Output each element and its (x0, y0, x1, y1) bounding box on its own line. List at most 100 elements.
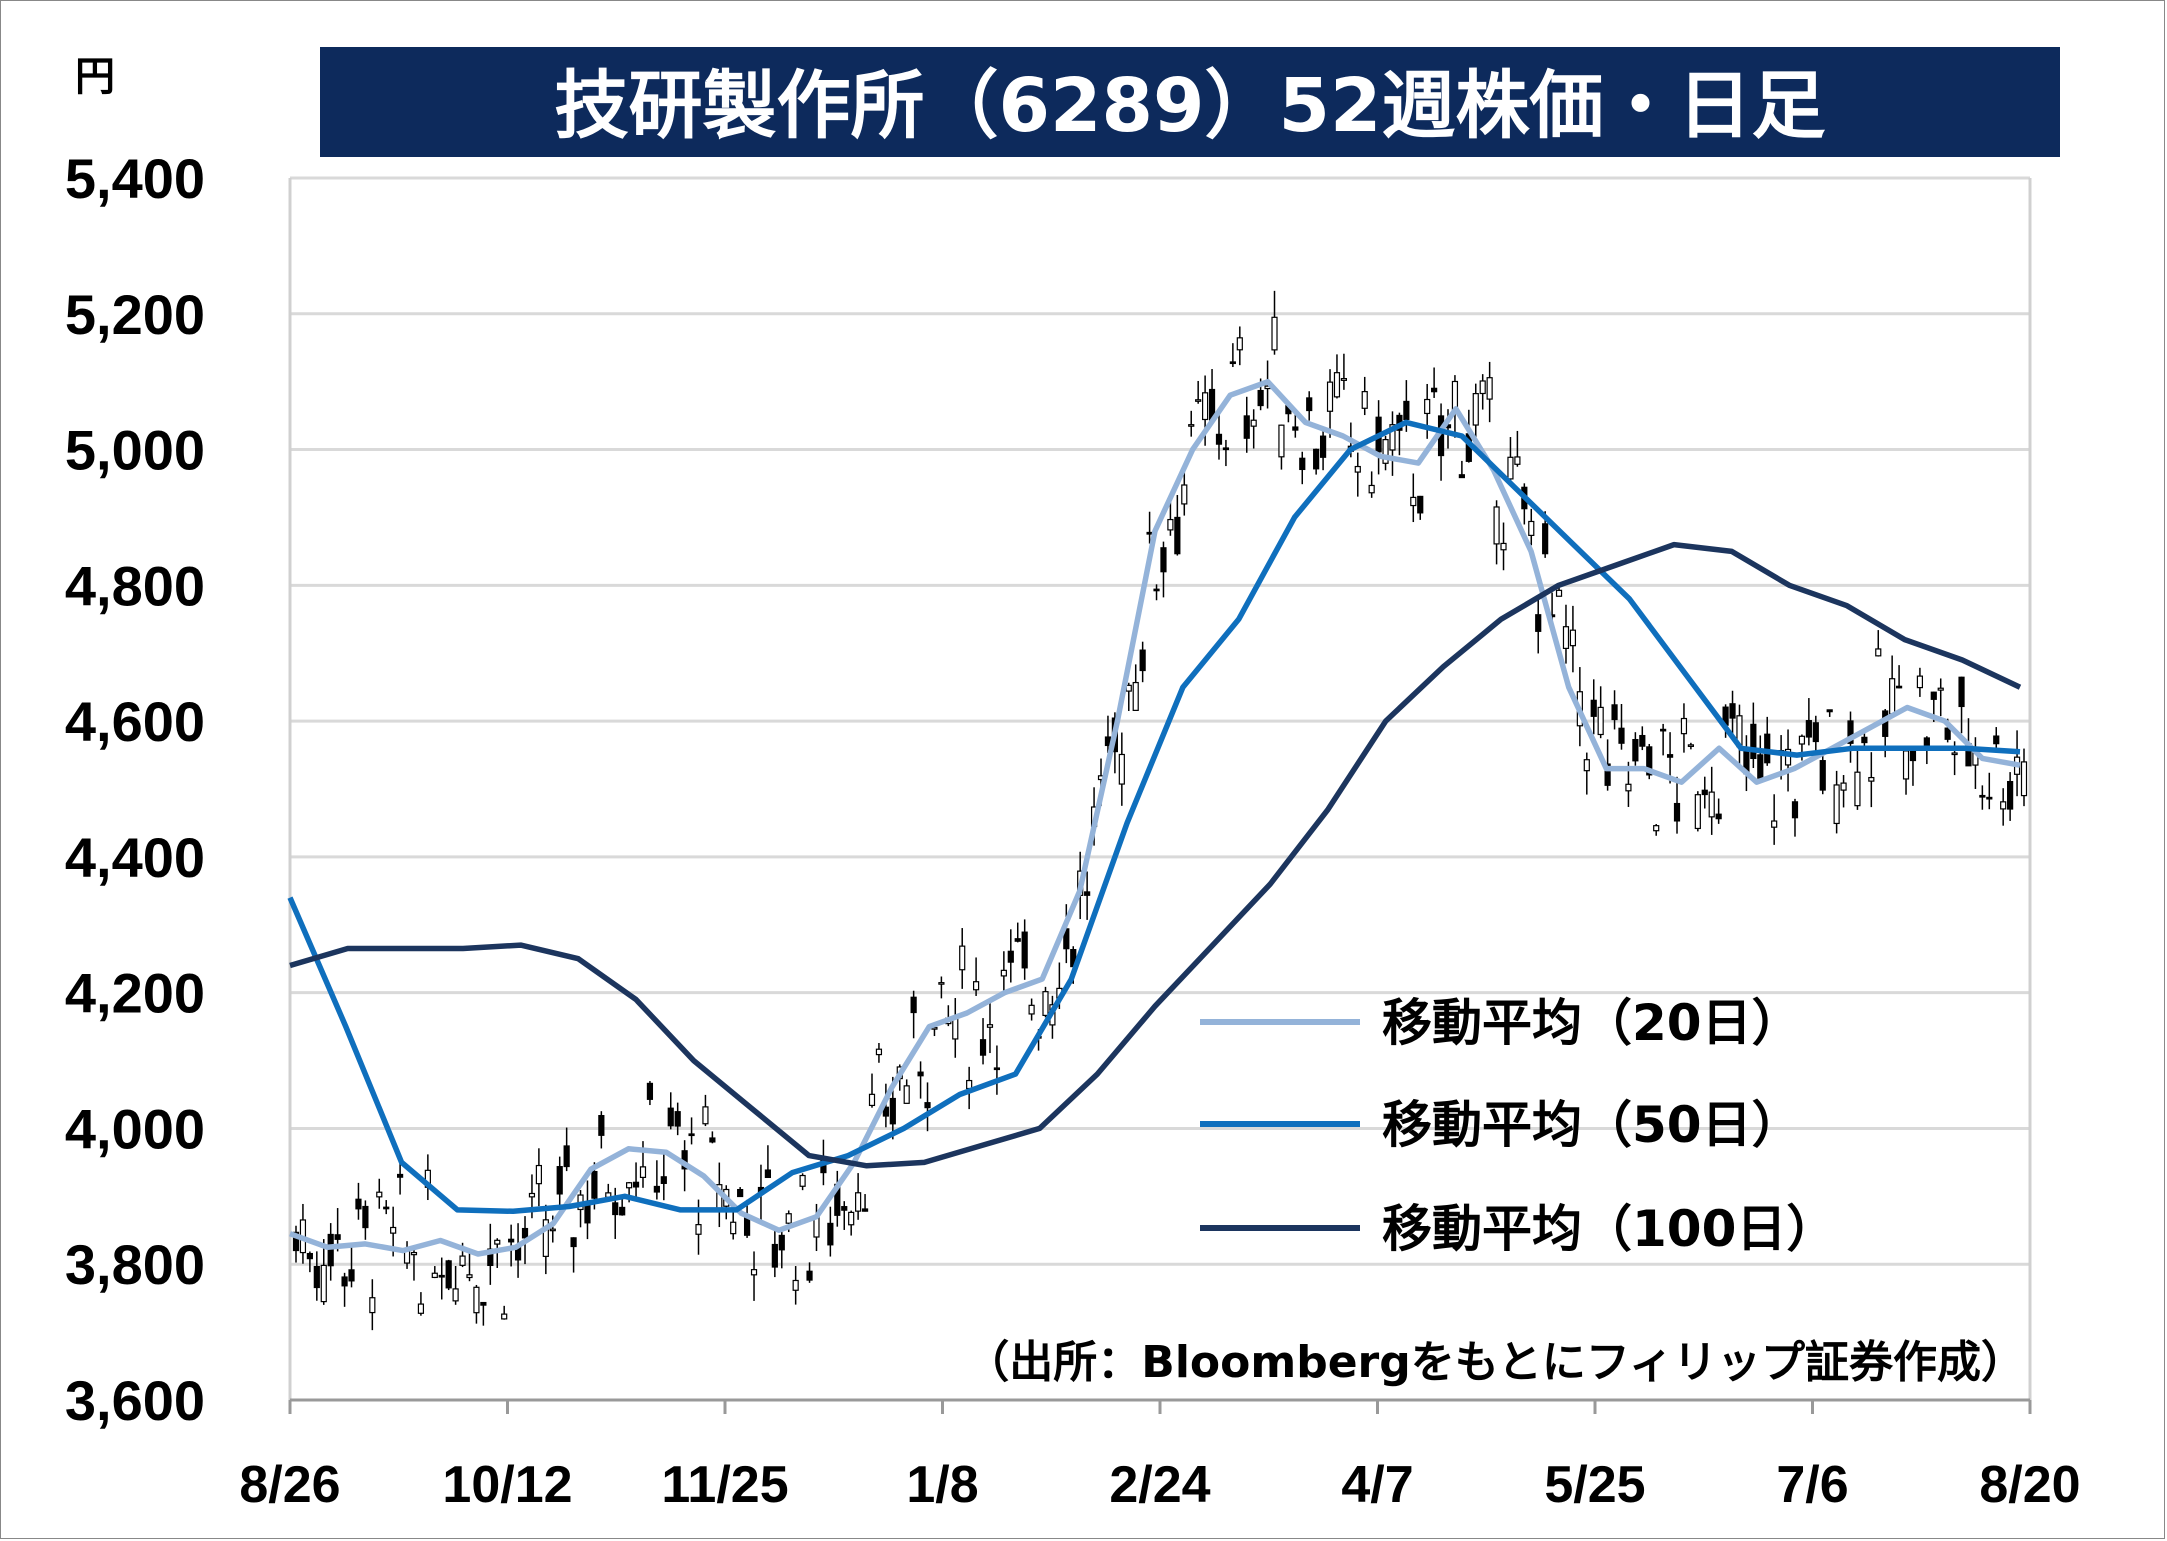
candlestick (452, 1266, 459, 1305)
x-tick-label: 4/7 (1341, 1456, 1413, 1514)
candlestick (445, 1259, 452, 1291)
candlestick (577, 1190, 584, 1228)
candlestick (1500, 522, 1507, 571)
candlestick (480, 1301, 487, 1326)
candlestick (299, 1203, 307, 1264)
candlestick (1437, 403, 1445, 481)
candlestick (327, 1223, 334, 1281)
candlestick (514, 1223, 522, 1278)
candlestick (702, 1094, 709, 1127)
candlestick (1431, 367, 1438, 398)
candlestick (1826, 709, 1833, 717)
chart-title: 技研製作所（6289）52週株価・日足 (555, 63, 1826, 149)
y-tick-label: 3,800 (65, 1233, 205, 1296)
moving-average-lines (287, 378, 2022, 1257)
candlestick (903, 1079, 910, 1104)
candlestick (924, 1082, 931, 1132)
candlestick (376, 1178, 383, 1209)
x-tick-label: 7/6 (1776, 1456, 1848, 1514)
candlestick (383, 1200, 390, 1215)
candlestick (1916, 667, 1924, 697)
candlestick (632, 1162, 640, 1201)
candlestick (1805, 698, 1812, 746)
candlestick (709, 1131, 716, 1144)
candlestick (570, 1237, 577, 1273)
candlestick (1694, 791, 1701, 832)
candlestick (875, 1043, 883, 1063)
candlestick (764, 1145, 772, 1179)
y-tick-label: 4,200 (65, 962, 205, 1025)
candlestick (1986, 772, 1993, 810)
candlestick (1653, 824, 1660, 836)
candlestick (806, 1262, 813, 1283)
candlestick (1909, 746, 1917, 786)
candlestick (417, 1292, 425, 1316)
x-axis-ticks: 8/26 10/12 11/25 1/8 2/24 4/7 5/25 7/6 8/20 (239, 1400, 2081, 1514)
candlestick (1458, 460, 1465, 479)
candlestick (1535, 598, 1542, 654)
candlestick (1875, 630, 1882, 657)
candlestick (799, 1173, 806, 1191)
candlestick (1958, 676, 1965, 734)
candlestick (1118, 732, 1125, 806)
candlestick (619, 1196, 626, 1216)
candlestick (1687, 742, 1694, 750)
candlestick (1937, 678, 1944, 717)
candlestick (959, 928, 966, 989)
x-tick-label: 11/25 (661, 1456, 788, 1514)
candlestick (1250, 409, 1257, 449)
candlestick (979, 1018, 987, 1065)
candlestick (848, 1210, 855, 1236)
candlestick (410, 1245, 418, 1281)
candlestick (834, 1170, 841, 1227)
candlestick (1528, 508, 1535, 546)
candlestick (986, 999, 994, 1054)
candlestick (1326, 369, 1334, 438)
candlestick (1333, 354, 1341, 399)
candlestick (910, 990, 917, 1039)
candlestick (1868, 752, 1875, 808)
candlestick (1507, 437, 1514, 486)
candlestick (778, 1231, 785, 1269)
candlestick (1160, 541, 1167, 598)
candlestick (1125, 682, 1132, 711)
candlestick (1139, 641, 1146, 683)
candlestick (1743, 735, 1750, 792)
candlestick (688, 1117, 695, 1145)
y-tick-label: 5,200 (65, 283, 205, 346)
candlestick (1736, 704, 1743, 769)
candlestick (1368, 471, 1375, 498)
candlestick (1666, 732, 1674, 784)
candlestick (1215, 410, 1223, 460)
candlestick (1243, 396, 1250, 453)
candlestick (1979, 785, 1986, 810)
series-line-ma100 (289, 541, 2022, 1169)
candlestick (1354, 452, 1361, 497)
candlestick (1902, 750, 1910, 795)
y-tick-label: 4,800 (65, 554, 205, 617)
candlestick (993, 1045, 1001, 1095)
candlestick (2007, 772, 2014, 821)
candlestick (938, 976, 945, 999)
candlestick (653, 1160, 660, 1200)
candlestick (1611, 690, 1618, 730)
series-line-ma50 (287, 419, 2021, 1215)
candlestick (501, 1305, 508, 1320)
candlestick (362, 1200, 369, 1240)
y-axis-unit: 円 (75, 54, 115, 100)
candlestick (660, 1151, 667, 1201)
candlestick (2020, 748, 2028, 807)
candlestick (1895, 665, 1903, 689)
candlesticks (292, 290, 2028, 1331)
candlestick (1660, 723, 1667, 756)
candlestick (1361, 376, 1368, 416)
candlestick (369, 1279, 376, 1331)
candlestick (1597, 686, 1604, 739)
legend-label-ma50: 移動平均（50日） (1382, 1096, 1802, 1154)
y-tick-label: 4,600 (65, 690, 205, 753)
candlestick (1340, 353, 1348, 390)
candlestick (1479, 374, 1486, 410)
candlestick (1486, 361, 1493, 423)
candlestick (1042, 986, 1049, 1018)
